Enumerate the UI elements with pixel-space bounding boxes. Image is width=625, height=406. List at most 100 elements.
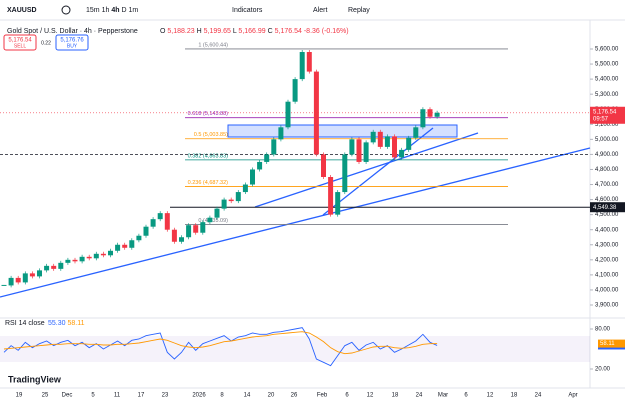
ohlc-key: H [197,28,202,35]
x-tick-label: Feb [317,393,328,399]
fib-label: 0.382 (4,863.83) [188,153,229,159]
x-tick-label: 24 [535,393,542,399]
candle [278,127,284,140]
candle [207,217,213,223]
candle [44,265,50,271]
intervals: 15m 1h 4h D 1m [86,7,138,14]
replay[interactable]: Replay [348,7,370,14]
candle [221,199,227,209]
fib-label: 0.618 (5,143.88) [188,111,229,117]
current-price-label: 5,176.54 [593,109,617,115]
y-tick-label: 5,300.00 [595,92,619,98]
candle [313,71,319,155]
interval: 1h [102,7,110,14]
alert[interactable]: Alert [313,7,327,14]
candle [186,225,192,238]
sell-price: 5,176.54 [8,38,32,44]
candle [342,154,348,193]
candle [136,235,142,241]
candle [29,273,35,277]
brand: TradingView [8,374,62,384]
candle [370,131,376,143]
candle [65,259,71,263]
x-tick-label: 26 [291,393,298,399]
ohlc-value: 5,166.99 [238,28,265,35]
candle [250,169,255,185]
candle [179,237,184,242]
ohlc-key: O [160,28,166,35]
candle [8,277,14,286]
rsi-value-box [598,339,625,348]
candle [321,154,326,177]
candle [420,109,426,128]
candle [58,262,64,269]
candle [406,137,412,150]
candle [164,213,170,230]
x-tick-label: 8 [220,393,224,399]
y-tick-label: 4,100.00 [595,272,619,278]
rsi-line [3,331,438,355]
x-tick-label: 23 [162,393,169,399]
y-tick-label: 5,100.00 [595,122,619,128]
candle [377,131,383,147]
candle [150,219,156,227]
candle [413,127,419,138]
candle [214,208,220,218]
symbol[interactable]: XAUUSD [7,7,37,14]
x-tick-label: 5 [91,393,95,399]
candle [193,225,199,233]
x-tick-label: 17 [138,393,145,399]
candle [171,229,177,242]
candle [264,154,270,162]
x-tick-label: 2026 [192,393,206,399]
x-tick-label: 18 [392,393,399,399]
buy-button[interactable] [55,34,89,51]
ohlc-key: L [233,28,237,35]
interval: 15m [86,7,100,14]
fib-label: 1 (5,600.44) [198,42,228,48]
candle [335,192,341,215]
candle [363,142,369,162]
candle [115,244,121,251]
candle [427,109,433,117]
candle [157,213,163,220]
candle [257,161,263,170]
candle [51,265,57,269]
buy-label: BUY [67,43,78,49]
trend-line[interactable] [0,147,591,298]
toolbar [0,0,625,20]
sell-label: SELL [14,43,26,49]
fib-label: 0.5 (5,003.85) [194,132,228,138]
trend-line[interactable] [254,132,479,208]
indicators[interactable]: Indicators [232,7,263,14]
candle [37,270,42,277]
y-tick-label: 5,600.00 [595,47,619,53]
candle [235,192,241,202]
y-tick-label: 4,900.00 [595,152,619,158]
candle [271,139,277,155]
interval: D [121,7,126,14]
x-tick-label: 24 [416,393,423,399]
rsi-tick-label: 80.00 [595,327,611,333]
rsi-line [3,327,438,367]
x-tick-label: 11 [114,393,121,399]
level-box [590,202,625,213]
candle [15,277,21,283]
x-tick-label: 12 [367,393,374,399]
candle [384,136,390,147]
zone-box[interactable] [227,124,458,138]
ohlc: O 5,188.23 H 5,199.65 L 5,166.99 C 5,176… [160,28,349,35]
sell-button[interactable] [3,34,37,51]
y-tick-label: 3,900.00 [595,303,619,309]
x-tick-label: 14 [244,393,251,399]
y-tick-label: 5,400.00 [595,77,619,83]
candle [108,250,113,256]
level-label: 4,549.38 [593,205,617,211]
add-symbol[interactable] [61,5,71,15]
y-tick-label: 4,800.00 [595,167,619,173]
trend-line[interactable] [322,127,434,216]
fib-label: 0.236 (4,687.32) [188,180,229,186]
candle [86,256,92,259]
candle [143,226,149,236]
